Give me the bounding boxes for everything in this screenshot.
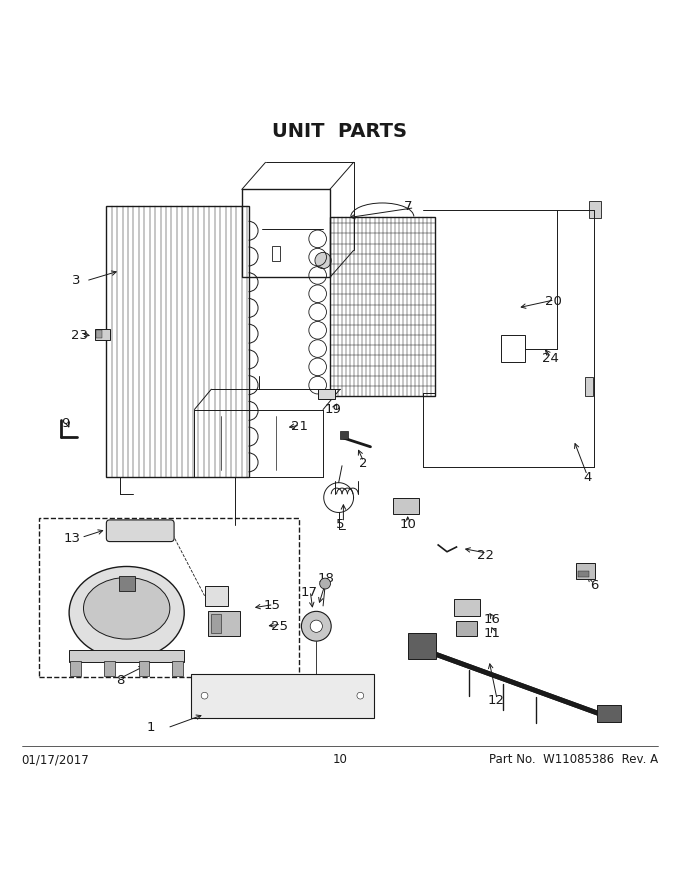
Text: 1: 1: [146, 722, 154, 734]
Bar: [501, 335, 525, 362]
Text: 10: 10: [399, 518, 416, 532]
Text: 20: 20: [545, 295, 562, 308]
Bar: [95, 329, 109, 340]
Bar: [576, 562, 594, 579]
Bar: [191, 674, 374, 718]
Text: 3: 3: [71, 275, 80, 288]
Bar: [118, 576, 135, 590]
Bar: [96, 330, 102, 339]
Bar: [456, 621, 477, 636]
Text: 12: 12: [488, 694, 505, 708]
Text: 9: 9: [61, 416, 70, 429]
Text: 14: 14: [135, 647, 152, 660]
Text: 23: 23: [71, 328, 88, 341]
Text: 24: 24: [541, 352, 558, 365]
Bar: [205, 585, 228, 606]
Text: 13: 13: [64, 532, 81, 545]
Bar: [272, 246, 280, 260]
Text: 8: 8: [116, 674, 124, 687]
FancyBboxPatch shape: [106, 520, 174, 541]
Text: 15: 15: [264, 599, 281, 612]
Text: 10: 10: [333, 753, 347, 766]
Bar: [408, 633, 436, 659]
Bar: [106, 206, 249, 477]
Circle shape: [310, 620, 322, 633]
Bar: [454, 599, 479, 616]
Bar: [589, 201, 601, 218]
Text: 18: 18: [318, 572, 335, 585]
Text: 17: 17: [301, 586, 318, 599]
Bar: [69, 650, 184, 663]
Bar: [139, 661, 150, 676]
Bar: [330, 216, 435, 396]
Circle shape: [315, 253, 331, 268]
Bar: [340, 430, 348, 438]
Bar: [39, 518, 299, 677]
Text: 22: 22: [477, 548, 494, 561]
Text: 7: 7: [403, 200, 412, 213]
Circle shape: [201, 693, 208, 699]
Bar: [597, 706, 621, 722]
Ellipse shape: [69, 567, 184, 659]
Bar: [579, 571, 589, 577]
Circle shape: [357, 693, 364, 699]
Text: 11: 11: [484, 627, 501, 640]
Circle shape: [301, 612, 331, 642]
Text: 4: 4: [583, 471, 592, 484]
Text: Part No.  W11085386  Rev. A: Part No. W11085386 Rev. A: [489, 753, 658, 766]
Bar: [393, 498, 419, 515]
Text: 01/17/2017: 01/17/2017: [22, 753, 90, 766]
Bar: [71, 661, 82, 676]
Text: 16: 16: [484, 613, 500, 626]
Text: 19: 19: [325, 403, 341, 416]
Circle shape: [320, 578, 330, 589]
Bar: [104, 661, 115, 676]
Text: 25: 25: [271, 620, 288, 633]
Text: 6: 6: [590, 579, 598, 592]
Text: 2: 2: [360, 458, 368, 470]
Bar: [211, 614, 222, 633]
Bar: [208, 611, 241, 636]
Bar: [242, 189, 330, 277]
Bar: [318, 389, 335, 400]
Text: 5: 5: [336, 518, 344, 532]
Ellipse shape: [84, 577, 170, 639]
Bar: [585, 377, 593, 396]
Text: 21: 21: [291, 420, 308, 433]
Text: UNIT  PARTS: UNIT PARTS: [273, 122, 407, 142]
Bar: [172, 661, 183, 676]
